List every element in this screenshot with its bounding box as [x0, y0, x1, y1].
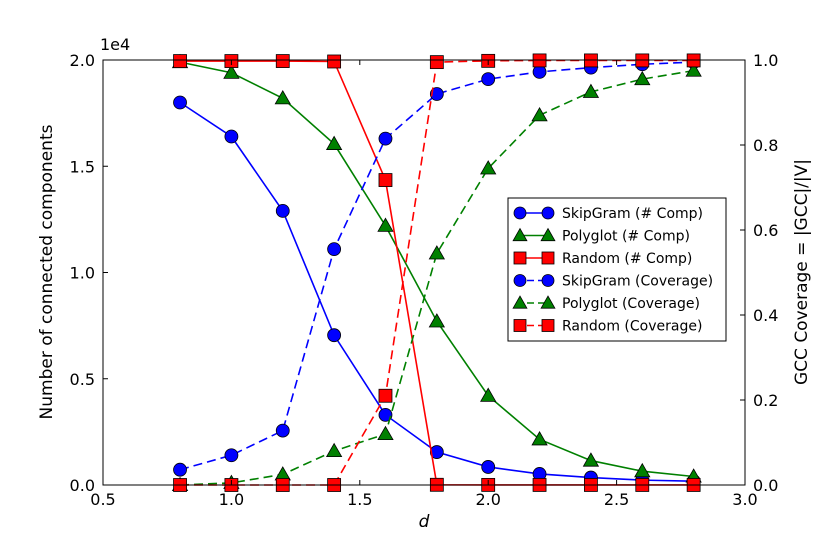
legend-label: Polyglot (Coverage)	[562, 296, 700, 312]
x-tick-label: 1.5	[347, 490, 372, 509]
legend-box	[507, 197, 727, 342]
data-point-skipgram-comp	[327, 328, 342, 343]
legend-marker	[541, 319, 555, 332]
data-point-random-comp	[173, 54, 187, 68]
legend-marker	[512, 295, 528, 309]
legend-label: SkipGram (Coverage)	[562, 274, 713, 290]
y-right-tick-label: 1.0	[753, 51, 778, 70]
legend-marker	[512, 227, 528, 242]
data-point-skipgram-coverage	[532, 65, 547, 79]
legend-marker	[513, 206, 527, 220]
data-point-polyglot-comp	[428, 313, 446, 328]
y-left-tick-label: 1.0	[70, 264, 95, 283]
y-left-tick-label: 0.0	[70, 476, 95, 495]
data-point-random-coverage	[429, 55, 444, 70]
data-point-polyglot-coverage	[274, 466, 291, 481]
data-point-skipgram-comp	[481, 460, 496, 474]
y-right-tick-label: 0.4	[753, 306, 778, 325]
x-axis-title: d	[419, 512, 430, 532]
data-point-skipgram-comp	[429, 445, 444, 459]
y-right-tick-label: 0.2	[753, 391, 778, 410]
left-axis-multiplier: 1e4	[100, 35, 130, 54]
data-point-polyglot-coverage	[685, 62, 702, 77]
data-point-random-coverage	[378, 388, 393, 403]
y-axis-title-right: GCC Coverage = |GCC|/|V|	[792, 159, 812, 385]
data-point-skipgram-coverage	[173, 462, 187, 477]
legend-label: Polyglot (# Comp)	[562, 229, 690, 245]
data-point-polyglot-comp	[531, 431, 548, 446]
legend-marker	[513, 274, 527, 287]
y-right-tick-label: 0.8	[753, 136, 778, 155]
data-point-polyglot-coverage	[377, 425, 394, 441]
data-point-random-comp	[275, 54, 290, 68]
legend-label: Random (# Comp)	[562, 251, 692, 267]
data-point-polyglot-comp	[325, 135, 343, 150]
data-point-polyglot-comp	[223, 64, 240, 79]
y-right-tick-label: 0.0	[753, 476, 778, 495]
data-point-skipgram-comp	[173, 95, 187, 110]
y-left-tick-label: 2.0	[70, 51, 95, 70]
data-point-skipgram-coverage	[429, 87, 444, 101]
x-tick-label: 2.5	[604, 490, 629, 509]
data-point-skipgram-coverage	[378, 131, 393, 146]
data-point-polyglot-comp	[480, 387, 497, 402]
y-axis-title-left: Number of connected components	[37, 124, 57, 419]
data-point-polyglot-coverage	[325, 442, 343, 458]
legend-label: SkipGram (# Comp)	[562, 206, 703, 222]
legend-marker	[541, 274, 555, 287]
series-line-polyglot-coverage	[180, 69, 694, 486]
data-point-skipgram-coverage	[481, 72, 496, 87]
series-line-skipgram-coverage	[179, 61, 694, 471]
data-point-skipgram-coverage	[275, 423, 290, 438]
legend-marker	[540, 227, 556, 242]
data-point-polyglot-comp	[274, 89, 291, 105]
y-left-tick-label: 1.5	[70, 157, 95, 176]
data-point-polyglot-coverage	[531, 106, 548, 122]
x-tick-label: 3.0	[732, 490, 757, 509]
axes: 0.5 1.0 1.5 2.0 2.5 3.00.00.51.01.52.00.00.20…	[70, 51, 779, 509]
legend-marker	[541, 251, 555, 265]
data-point-random-comp	[378, 173, 393, 187]
data-point-polyglot-coverage	[634, 70, 651, 86]
legend-marker	[513, 319, 527, 332]
legend: SkipGram (# Comp) Polyglot (# Comp) Random…	[507, 197, 727, 342]
y-left-tick-label: 0.5	[70, 370, 95, 389]
y-right-tick-label: 0.6	[753, 221, 778, 240]
data-point-skipgram-comp	[275, 203, 290, 218]
plot-area	[171, 53, 702, 492]
x-tick-label: 1.0	[219, 490, 244, 509]
data-point-polyglot-comp	[634, 462, 651, 478]
data-point-skipgram-coverage	[327, 242, 342, 257]
data-point-skipgram-comp	[378, 407, 393, 422]
legend-marker	[541, 206, 555, 220]
data-point-polyglot-coverage	[428, 245, 446, 260]
data-point-skipgram-coverage	[224, 448, 239, 463]
data-point-polyglot-comp	[377, 217, 394, 232]
x-tick-label: 2.0	[475, 490, 500, 509]
data-point-polyglot-comp	[582, 452, 600, 467]
legend-marker	[540, 295, 556, 309]
x-tick-label: 0.5	[90, 490, 115, 509]
data-point-polyglot-coverage	[582, 83, 600, 98]
legend-label: Random (Coverage)	[562, 319, 702, 335]
data-point-skipgram-comp	[224, 129, 239, 144]
data-point-polyglot-coverage	[480, 160, 497, 175]
legend-marker	[513, 251, 527, 265]
data-point-random-comp	[327, 54, 342, 69]
